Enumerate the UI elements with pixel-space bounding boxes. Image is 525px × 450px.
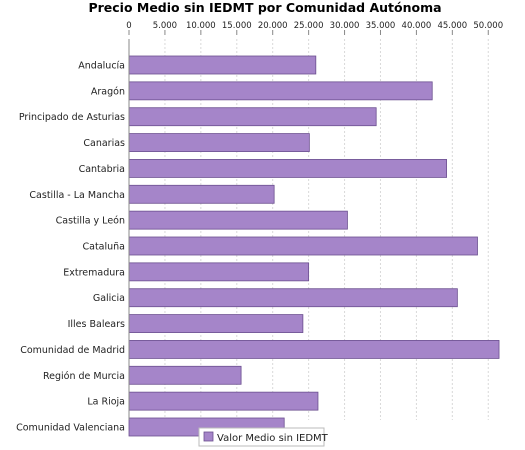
chart-title: Precio Medio sin IEDMT por Comunidad Aut… (88, 0, 441, 15)
legend: Valor Medio sin IEDMT (198, 427, 329, 447)
tick-label: 20.000 (258, 21, 288, 31)
category-label: Comunidad Valenciana (16, 423, 125, 434)
bar (128, 81, 433, 101)
bar (128, 340, 500, 359)
tick-label: 50.000 (473, 21, 503, 31)
legend-label: Valor Medio sin IEDMT (217, 433, 329, 444)
bars (128, 55, 500, 437)
category-label: Comunidad de Madrid (20, 345, 125, 356)
category-label: Castilla y León (56, 216, 125, 227)
bar (128, 391, 319, 411)
category-label: Andalucía (78, 61, 125, 72)
bar (128, 107, 377, 127)
tick-label: 35.000 (366, 21, 396, 31)
category-label: Castilla - La Mancha (29, 190, 125, 201)
category-label: Región de Murcia (43, 371, 125, 382)
category-label: Illes Balears (68, 319, 125, 330)
tick-label: 10.000 (186, 21, 216, 31)
category-label: Aragón (91, 86, 125, 97)
tick-label: 25.000 (294, 21, 324, 31)
bar (128, 314, 304, 333)
category-label: La Rioja (87, 397, 125, 408)
bar (128, 236, 478, 256)
category-label: Galicia (93, 293, 125, 304)
tick-label: 30.000 (330, 21, 360, 31)
bar (128, 55, 317, 75)
bar (128, 262, 310, 282)
category-axis: Andalucía Aragón Principado de Asturias Can… (16, 61, 125, 434)
category-label: Canarias (83, 138, 125, 149)
legend-swatch (203, 431, 214, 442)
category-label: Extremadura (63, 267, 125, 278)
tick-label: 5.000 (153, 21, 177, 31)
bar (128, 184, 275, 204)
tick-label: 45.000 (437, 21, 467, 31)
bar (128, 365, 242, 385)
legend-box (198, 427, 325, 447)
bar (128, 288, 458, 308)
tick-label: 0 (126, 21, 131, 31)
bar (128, 159, 447, 178)
tick-label: 40.000 (402, 21, 432, 31)
category-label: Principado de Asturias (19, 112, 125, 123)
category-label: Cantabria (79, 164, 125, 175)
tick-label: 15.000 (222, 21, 252, 31)
x-axis: 0 5.000 10.000 15.000 20.000 25.000 30.000 35.0… (126, 21, 503, 35)
bar (128, 133, 310, 152)
bar (128, 210, 348, 230)
category-label: Cataluña (82, 242, 125, 253)
